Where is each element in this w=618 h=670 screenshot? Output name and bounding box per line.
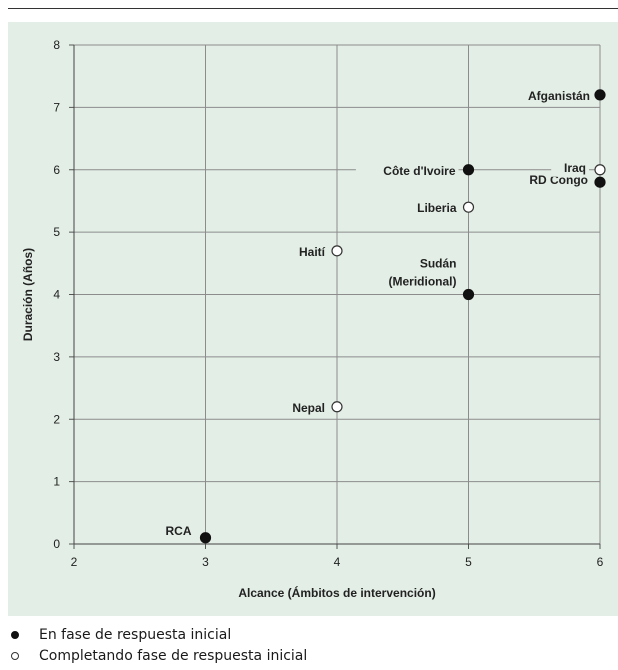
point-label: Haití <box>299 245 326 259</box>
point-label-mask <box>283 398 328 417</box>
point-label-mask <box>355 161 459 180</box>
y-tick-label: 2 <box>53 412 60 426</box>
point-label: Nepal <box>292 401 325 415</box>
y-axis-title: Duración (Años) <box>21 248 35 341</box>
point-label-mask <box>400 199 460 218</box>
y-tick-label: 6 <box>53 163 60 177</box>
point-label-mask <box>551 158 589 177</box>
data-point-hollow <box>594 164 606 176</box>
point-label: (Meridional) <box>389 275 457 289</box>
point-label: Afganistán <box>528 89 590 103</box>
x-tick-label: 4 <box>334 555 341 569</box>
data-point-filled <box>462 164 475 176</box>
legend-label-hollow: Completando fase de respuesta inicial <box>39 647 308 664</box>
data-point-filled <box>594 176 606 188</box>
top-rule <box>8 8 618 9</box>
legend-item-filled: En fase de respuesta inicial <box>8 624 608 645</box>
y-tick-label: 0 <box>53 537 60 551</box>
y-tick-label: 5 <box>53 225 60 239</box>
x-tick-label: 5 <box>465 555 472 569</box>
data-point-hollow <box>331 401 343 413</box>
scatter-chart: 2 3 4 5 6 0 1 2 3 4 5 6 7 8 Alcance (Ámbitos de interv… <box>8 22 618 616</box>
point-label: RCA <box>166 524 192 538</box>
hollow-circle-icon <box>11 651 19 660</box>
data-point-hollow <box>462 201 475 213</box>
y-tick-label: 8 <box>53 38 60 52</box>
data-point-filled <box>594 89 606 101</box>
chart-background <box>8 22 618 616</box>
legend: En fase de respuesta inicial Completando… <box>8 624 608 666</box>
point-label: Côte d'Ivoire <box>383 164 456 178</box>
data-point-filled <box>199 532 212 544</box>
x-tick-label: 2 <box>71 555 78 569</box>
x-tick-label: 6 <box>597 555 604 569</box>
y-tick-label: 4 <box>53 288 60 302</box>
chart-panel: 2 3 4 5 6 0 1 2 3 4 5 6 7 8 Alcance (Ámbitos de interv… <box>8 22 618 616</box>
point-label: Liberia <box>417 201 457 215</box>
y-tick-label: 1 <box>53 475 60 489</box>
x-tick-label: 3 <box>202 555 209 569</box>
point-label-mask <box>163 521 195 540</box>
point-label: Iraq <box>564 161 586 175</box>
y-tick-label: 3 <box>53 350 60 364</box>
point-label-mask <box>283 242 328 261</box>
y-tick-label: 7 <box>53 100 60 114</box>
data-point-filled <box>462 288 475 301</box>
filled-circle-icon <box>11 630 19 639</box>
point-label: Sudán <box>420 257 457 271</box>
point-label-mask <box>512 86 593 105</box>
legend-label-filled: En fase de respuesta inicial <box>39 626 232 643</box>
x-axis-title: Alcance (Ámbitos de intervención) <box>238 585 435 600</box>
legend-item-hollow: Completando fase de respuesta inicial <box>8 645 608 666</box>
point-label-mask <box>364 254 460 291</box>
data-point-hollow <box>331 245 343 257</box>
